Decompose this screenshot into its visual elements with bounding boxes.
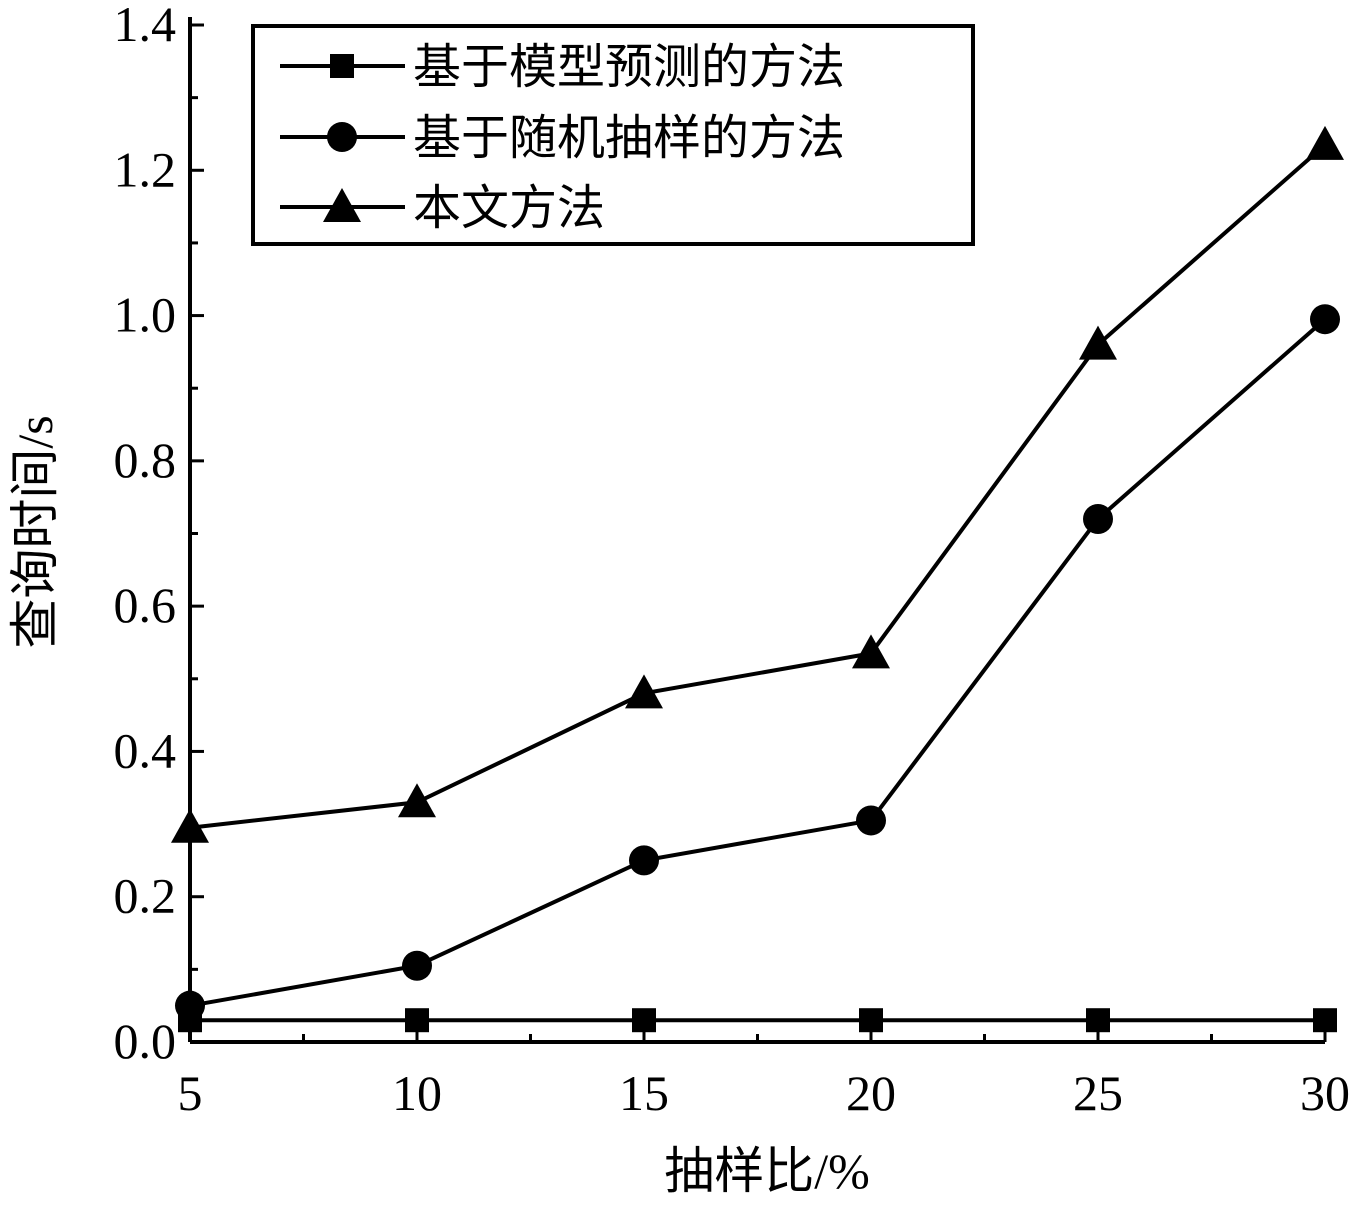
triangle-marker xyxy=(1079,325,1117,360)
circle-marker xyxy=(1310,304,1340,335)
y-tick-label: 0.6 xyxy=(114,577,177,633)
y-tick-label: 0.2 xyxy=(114,868,177,924)
y-tick-label: 1.2 xyxy=(114,141,177,197)
series-line xyxy=(189,317,1327,1008)
x-tick-label: 5 xyxy=(178,1065,203,1121)
triangle-marker xyxy=(1306,125,1344,160)
series-square xyxy=(178,1008,1337,1033)
y-tick-label: 0.8 xyxy=(114,432,177,488)
square-marker xyxy=(1313,1008,1337,1033)
series-layer xyxy=(171,125,1344,1033)
legend-label: 本文方法 xyxy=(413,182,605,235)
square-marker xyxy=(405,1008,429,1033)
triangle-marker xyxy=(398,783,436,818)
triangle-marker xyxy=(171,808,209,843)
triangle-marker xyxy=(625,674,663,709)
triangle-marker xyxy=(323,188,361,222)
square-marker xyxy=(330,54,354,78)
circle-marker xyxy=(629,845,659,876)
legend-label: 基于随机抽样的方法 xyxy=(413,112,845,165)
y-tick-label: 0.0 xyxy=(114,1013,177,1069)
y-tick-label: 1.4 xyxy=(114,0,177,52)
x-tick-label: 10 xyxy=(392,1065,442,1121)
circle-marker xyxy=(1083,503,1113,534)
series-triangle xyxy=(171,125,1344,843)
x-tick-label: 30 xyxy=(1300,1065,1350,1121)
square-marker xyxy=(859,1008,883,1033)
circle-marker xyxy=(856,805,886,836)
circle-marker xyxy=(175,990,205,1021)
square-marker xyxy=(632,1008,656,1033)
x-tick-label: 25 xyxy=(1073,1065,1123,1121)
triangle-marker xyxy=(852,634,890,669)
legend-label: 基于模型预测的方法 xyxy=(413,41,845,94)
x-axis: 5 10 15 20 25 30 xyxy=(178,1028,1350,1121)
y-tick-label: 0.4 xyxy=(114,722,177,778)
circle-marker xyxy=(402,950,432,981)
y-tick-label: 1.0 xyxy=(114,287,177,343)
series-line xyxy=(189,143,1327,830)
x-axis-title: 抽样比/% xyxy=(664,1143,870,1199)
y-axis: 0.0 0.2 0.4 0.6 0.8 1.0 1.2 1.4 xyxy=(114,0,204,1069)
x-tick-label: 15 xyxy=(619,1065,669,1121)
series-circle xyxy=(175,304,1340,1021)
square-marker xyxy=(1086,1008,1110,1033)
x-tick-label: 20 xyxy=(846,1065,896,1121)
y-axis-title: 查询时间/s xyxy=(7,415,63,648)
circle-marker xyxy=(327,122,357,152)
